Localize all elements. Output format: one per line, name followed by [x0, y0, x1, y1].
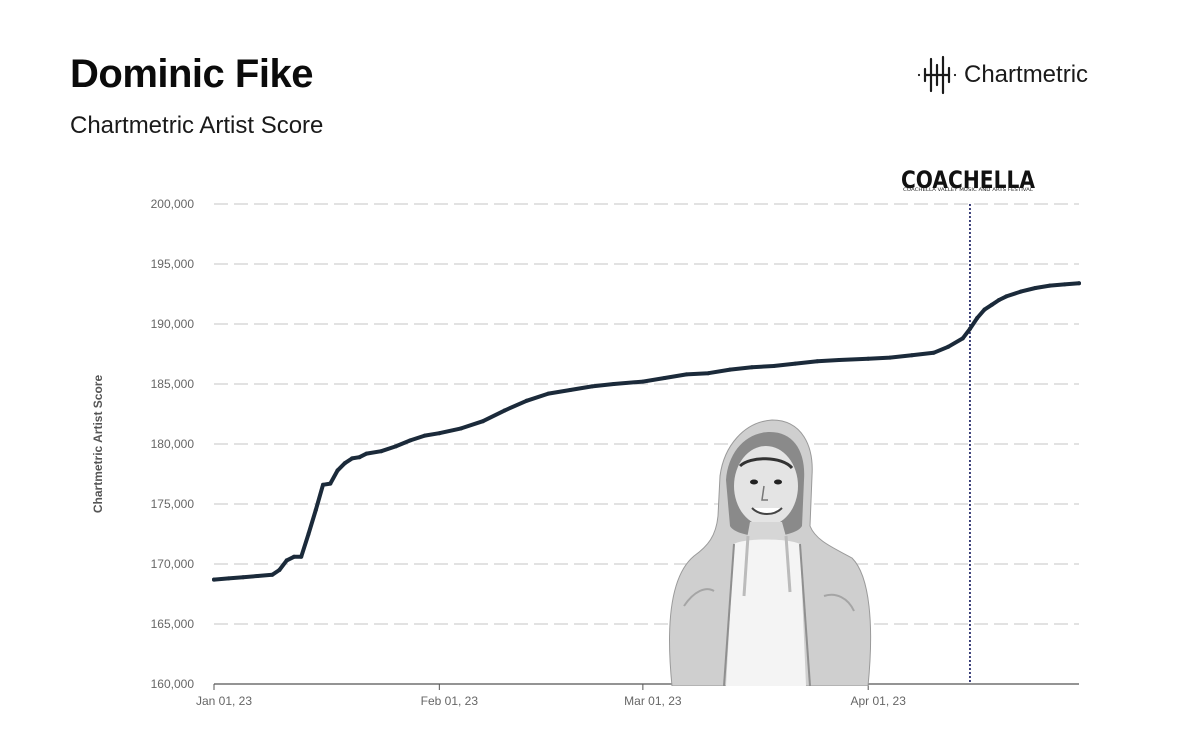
event-label: COACHELLA	[901, 166, 1035, 194]
data-point	[284, 558, 289, 563]
x-tick-label: Feb 01, 23	[421, 694, 479, 708]
data-point	[662, 376, 667, 380]
data-point	[306, 532, 311, 536]
y-tick-label: 175,000	[151, 497, 195, 511]
data-point	[611, 382, 616, 386]
data-point	[459, 426, 464, 431]
y-tick-label: 200,000	[151, 197, 195, 211]
y-tick-label: 185,000	[151, 377, 195, 391]
data-point	[568, 388, 573, 392]
data-point	[546, 391, 551, 396]
event-sublabel: COACHELLA VALLEY MUSIC AND ARTS FESTIVAL	[903, 187, 1034, 193]
waveform-logo-icon	[917, 55, 957, 95]
data-point	[335, 468, 340, 473]
data-point	[728, 367, 733, 372]
data-point	[749, 365, 754, 370]
data-point	[989, 302, 994, 307]
data-point	[480, 419, 485, 424]
data-point	[299, 554, 304, 559]
page-title: Dominic Fike	[70, 52, 313, 96]
data-point	[1004, 294, 1009, 299]
data-point	[1047, 283, 1052, 288]
data-point	[960, 336, 965, 341]
data-point	[888, 355, 892, 360]
x-tick-label: Jan 01, 23	[196, 694, 252, 708]
data-point	[277, 568, 282, 572]
data-point	[502, 408, 507, 413]
data-point	[313, 508, 318, 512]
data-point	[364, 451, 369, 456]
y-tick-label: 165,000	[151, 617, 195, 631]
data-point	[379, 449, 384, 454]
data-point	[975, 316, 980, 320]
data-point	[357, 455, 362, 460]
data-point	[408, 438, 413, 443]
data-point	[241, 575, 246, 580]
data-point	[793, 361, 798, 366]
data-point	[771, 364, 776, 368]
data-point	[1077, 281, 1081, 286]
data-point	[997, 298, 1001, 302]
data-point	[640, 379, 645, 384]
data-point	[946, 344, 951, 349]
data-point	[909, 353, 914, 358]
data-point	[226, 576, 231, 581]
artist-photo	[669, 419, 872, 686]
data-point	[321, 482, 325, 487]
data-point	[393, 444, 398, 449]
data-point	[931, 350, 936, 355]
data-point	[1018, 289, 1023, 294]
y-tick-label: 160,000	[151, 677, 195, 691]
data-point	[342, 461, 347, 466]
x-tick-label: Mar 01, 23	[624, 694, 682, 708]
y-tick-label: 180,000	[151, 437, 195, 451]
data-point	[212, 577, 216, 582]
y-tick-label: 170,000	[151, 557, 195, 571]
chartmetric-logo[interactable]: Chartmetric	[916, 54, 1088, 96]
page-subtitle: Chartmetric Artist Score	[70, 112, 324, 139]
data-point	[1062, 282, 1067, 287]
data-point	[422, 433, 427, 438]
data-point	[968, 326, 972, 331]
data-point	[866, 356, 871, 361]
y-tick-label: 190,000	[151, 317, 195, 331]
data-point	[684, 372, 689, 377]
data-point	[255, 574, 260, 578]
data-point	[437, 431, 442, 436]
data-point	[815, 359, 820, 364]
data-point	[590, 384, 594, 389]
data-point	[328, 481, 333, 486]
data-point	[524, 398, 529, 403]
series-line	[212, 281, 1081, 582]
data-point	[350, 456, 355, 461]
brand-name: Chartmetric	[964, 61, 1089, 88]
data-point	[292, 554, 296, 559]
data-point	[982, 307, 987, 312]
data-point	[1033, 286, 1038, 290]
y-axis-label: Chartmetric Artist Score	[91, 375, 105, 514]
y-tick-label: 195,000	[151, 257, 195, 271]
x-tick-label: Apr 01, 23	[851, 694, 907, 708]
data-point	[706, 371, 711, 376]
data-point	[837, 358, 842, 362]
data-point	[270, 572, 275, 577]
